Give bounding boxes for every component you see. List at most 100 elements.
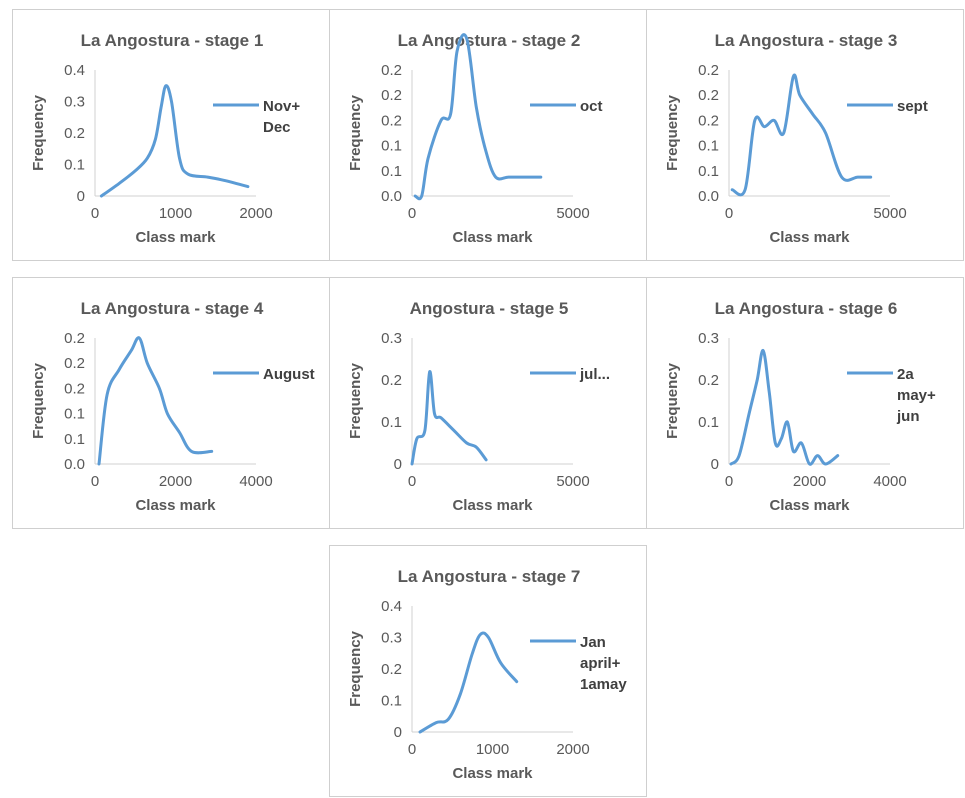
y-tick-label: 0	[394, 456, 402, 473]
y-tick-label: 0.0	[381, 188, 402, 205]
x-axis-label: Class mark	[135, 497, 216, 514]
chart-title: La Angostura - stage 4	[81, 299, 264, 318]
y-tick-label: 0	[394, 724, 402, 741]
y-tick-label: 0.1	[381, 693, 402, 710]
y-axis-label: Frequency	[664, 362, 681, 439]
series-line	[418, 631, 519, 734]
legend-label: april+	[580, 655, 621, 672]
x-tick-label: 0	[725, 205, 733, 222]
y-tick-label: 0	[711, 456, 719, 473]
legend-label: 2a	[897, 366, 914, 383]
x-tick-label: 2000	[793, 473, 826, 490]
x-axis-label: Class mark	[452, 765, 533, 782]
y-tick-label: 0.4	[381, 598, 402, 615]
chart-title: Angostura - stage 5	[410, 299, 569, 318]
chart-panel-stage-6: La Angostura - stage 6 0 0.1 0.2 0.3 0 2000 400…	[646, 277, 964, 529]
y-axis-label: Frequency	[347, 94, 364, 171]
chart-svg: La Angostura - stage 6 0 0.1 0.2 0.3 0 2000 400…	[664, 299, 936, 514]
y-tick-label: 0.2	[698, 112, 719, 129]
y-axis-label: Frequency	[30, 94, 47, 171]
x-tick-label: 2000	[239, 205, 272, 222]
x-tick-label: 0	[408, 205, 416, 222]
y-tick-label: 0.2	[381, 112, 402, 129]
series-line	[413, 33, 543, 201]
x-tick-label: 4000	[239, 473, 272, 490]
legend-label: jun	[896, 408, 920, 425]
series-line	[410, 370, 488, 466]
y-tick-label: 0.2	[64, 380, 85, 397]
x-tick-label: 5000	[556, 205, 589, 222]
y-tick-label: 0.1	[698, 163, 719, 180]
y-tick-label: 0.2	[64, 355, 85, 372]
x-axis-label: Class mark	[769, 229, 850, 246]
x-tick-label: 0	[91, 205, 99, 222]
legend-label: Nov+	[263, 98, 300, 115]
y-tick-label: 0.2	[381, 62, 402, 79]
y-tick-label: 0.1	[698, 414, 719, 431]
y-tick-label: 0	[77, 188, 85, 205]
chart-panel-stage-3: La Angostura - stage 3 0.0 0.1 0.1 0.2 0.2 0.2…	[646, 9, 964, 261]
y-tick-label: 0.3	[64, 94, 85, 111]
x-tick-label: 2000	[556, 741, 589, 758]
y-tick-label: 0.2	[381, 87, 402, 104]
y-tick-label: 0.1	[381, 163, 402, 180]
chart-svg: La Angostura - stage 4 0.0 0.1 0.1 0.2 0.2 0.2…	[30, 299, 315, 514]
x-tick-label: 0	[408, 473, 416, 490]
y-tick-label: 0.2	[698, 87, 719, 104]
y-tick-label: 0.2	[381, 372, 402, 389]
chart-panel-stage-4: La Angostura - stage 4 0.0 0.1 0.1 0.2 0.2 0.2…	[12, 277, 330, 529]
legend-label: 1amay	[580, 676, 627, 693]
legend-label: sept	[897, 98, 928, 115]
y-tick-label: 0.1	[381, 414, 402, 431]
x-tick-label: 4000	[873, 473, 906, 490]
x-axis-label: Class mark	[452, 229, 533, 246]
x-tick-label: 2000	[159, 473, 192, 490]
y-tick-label: 0.1	[64, 157, 85, 174]
legend-label: may+	[897, 387, 936, 404]
series-line	[99, 84, 250, 198]
y-tick-label: 0.0	[64, 456, 85, 473]
chart-title: La Angostura - stage 3	[715, 31, 898, 50]
x-tick-label: 0	[725, 473, 733, 490]
x-tick-label: 1000	[159, 205, 192, 222]
x-tick-label: 5000	[873, 205, 906, 222]
y-tick-label: 0.3	[381, 630, 402, 647]
y-tick-label: 0.2	[698, 372, 719, 389]
y-tick-label: 0.2	[64, 330, 85, 347]
y-axis-label: Frequency	[664, 94, 681, 171]
chart-svg: La Angostura - stage 1 0 0.1 0.2 0.3 0.4 0 1000…	[30, 31, 300, 246]
y-tick-label: 0.1	[698, 138, 719, 155]
series-line	[97, 336, 214, 466]
x-tick-label: 5000	[556, 473, 589, 490]
y-axis-label: Frequency	[347, 362, 364, 439]
chart-panel-stage-5: Angostura - stage 5 0 0.1 0.2 0.3 0 5000 Class …	[329, 277, 647, 529]
chart-title: La Angostura - stage 6	[715, 299, 898, 318]
legend-label: Jan	[580, 634, 606, 651]
x-axis-label: Class mark	[452, 497, 533, 514]
chart-svg: Angostura - stage 5 0 0.1 0.2 0.3 0 5000 Class …	[347, 299, 610, 514]
y-tick-label: 0.0	[698, 188, 719, 205]
x-tick-label: 0	[408, 741, 416, 758]
y-tick-label: 0.2	[381, 661, 402, 678]
chart-title: La Angostura - stage 2	[398, 31, 581, 50]
chart-svg: La Angostura - stage 2 0.0 0.1 0.1 0.2 0.2 0.2…	[347, 31, 603, 246]
y-tick-label: 0.2	[698, 62, 719, 79]
chart-svg: La Angostura - stage 7 0 0.1 0.2 0.3 0.4 0 1000…	[347, 567, 627, 782]
x-tick-label: 1000	[476, 741, 509, 758]
legend-label: August	[263, 366, 315, 383]
y-axis-label: Frequency	[347, 630, 364, 707]
chart-panel-stage-1: La Angostura - stage 1 0 0.1 0.2 0.3 0.4 0 1000…	[12, 9, 330, 261]
y-tick-label: 0.1	[381, 138, 402, 155]
x-axis-label: Class mark	[135, 229, 216, 246]
y-axis-label: Frequency	[30, 362, 47, 439]
x-tick-label: 0	[91, 473, 99, 490]
y-tick-label: 0.3	[698, 330, 719, 347]
y-tick-label: 0.1	[64, 406, 85, 423]
y-tick-label: 0.2	[64, 125, 85, 142]
legend-label: oct	[580, 98, 603, 115]
legend-label: jul...	[579, 366, 610, 383]
legend-label: Dec	[263, 119, 291, 136]
series-line	[729, 349, 840, 466]
y-tick-label: 0.1	[64, 431, 85, 448]
chart-title: La Angostura - stage 1	[81, 31, 264, 50]
